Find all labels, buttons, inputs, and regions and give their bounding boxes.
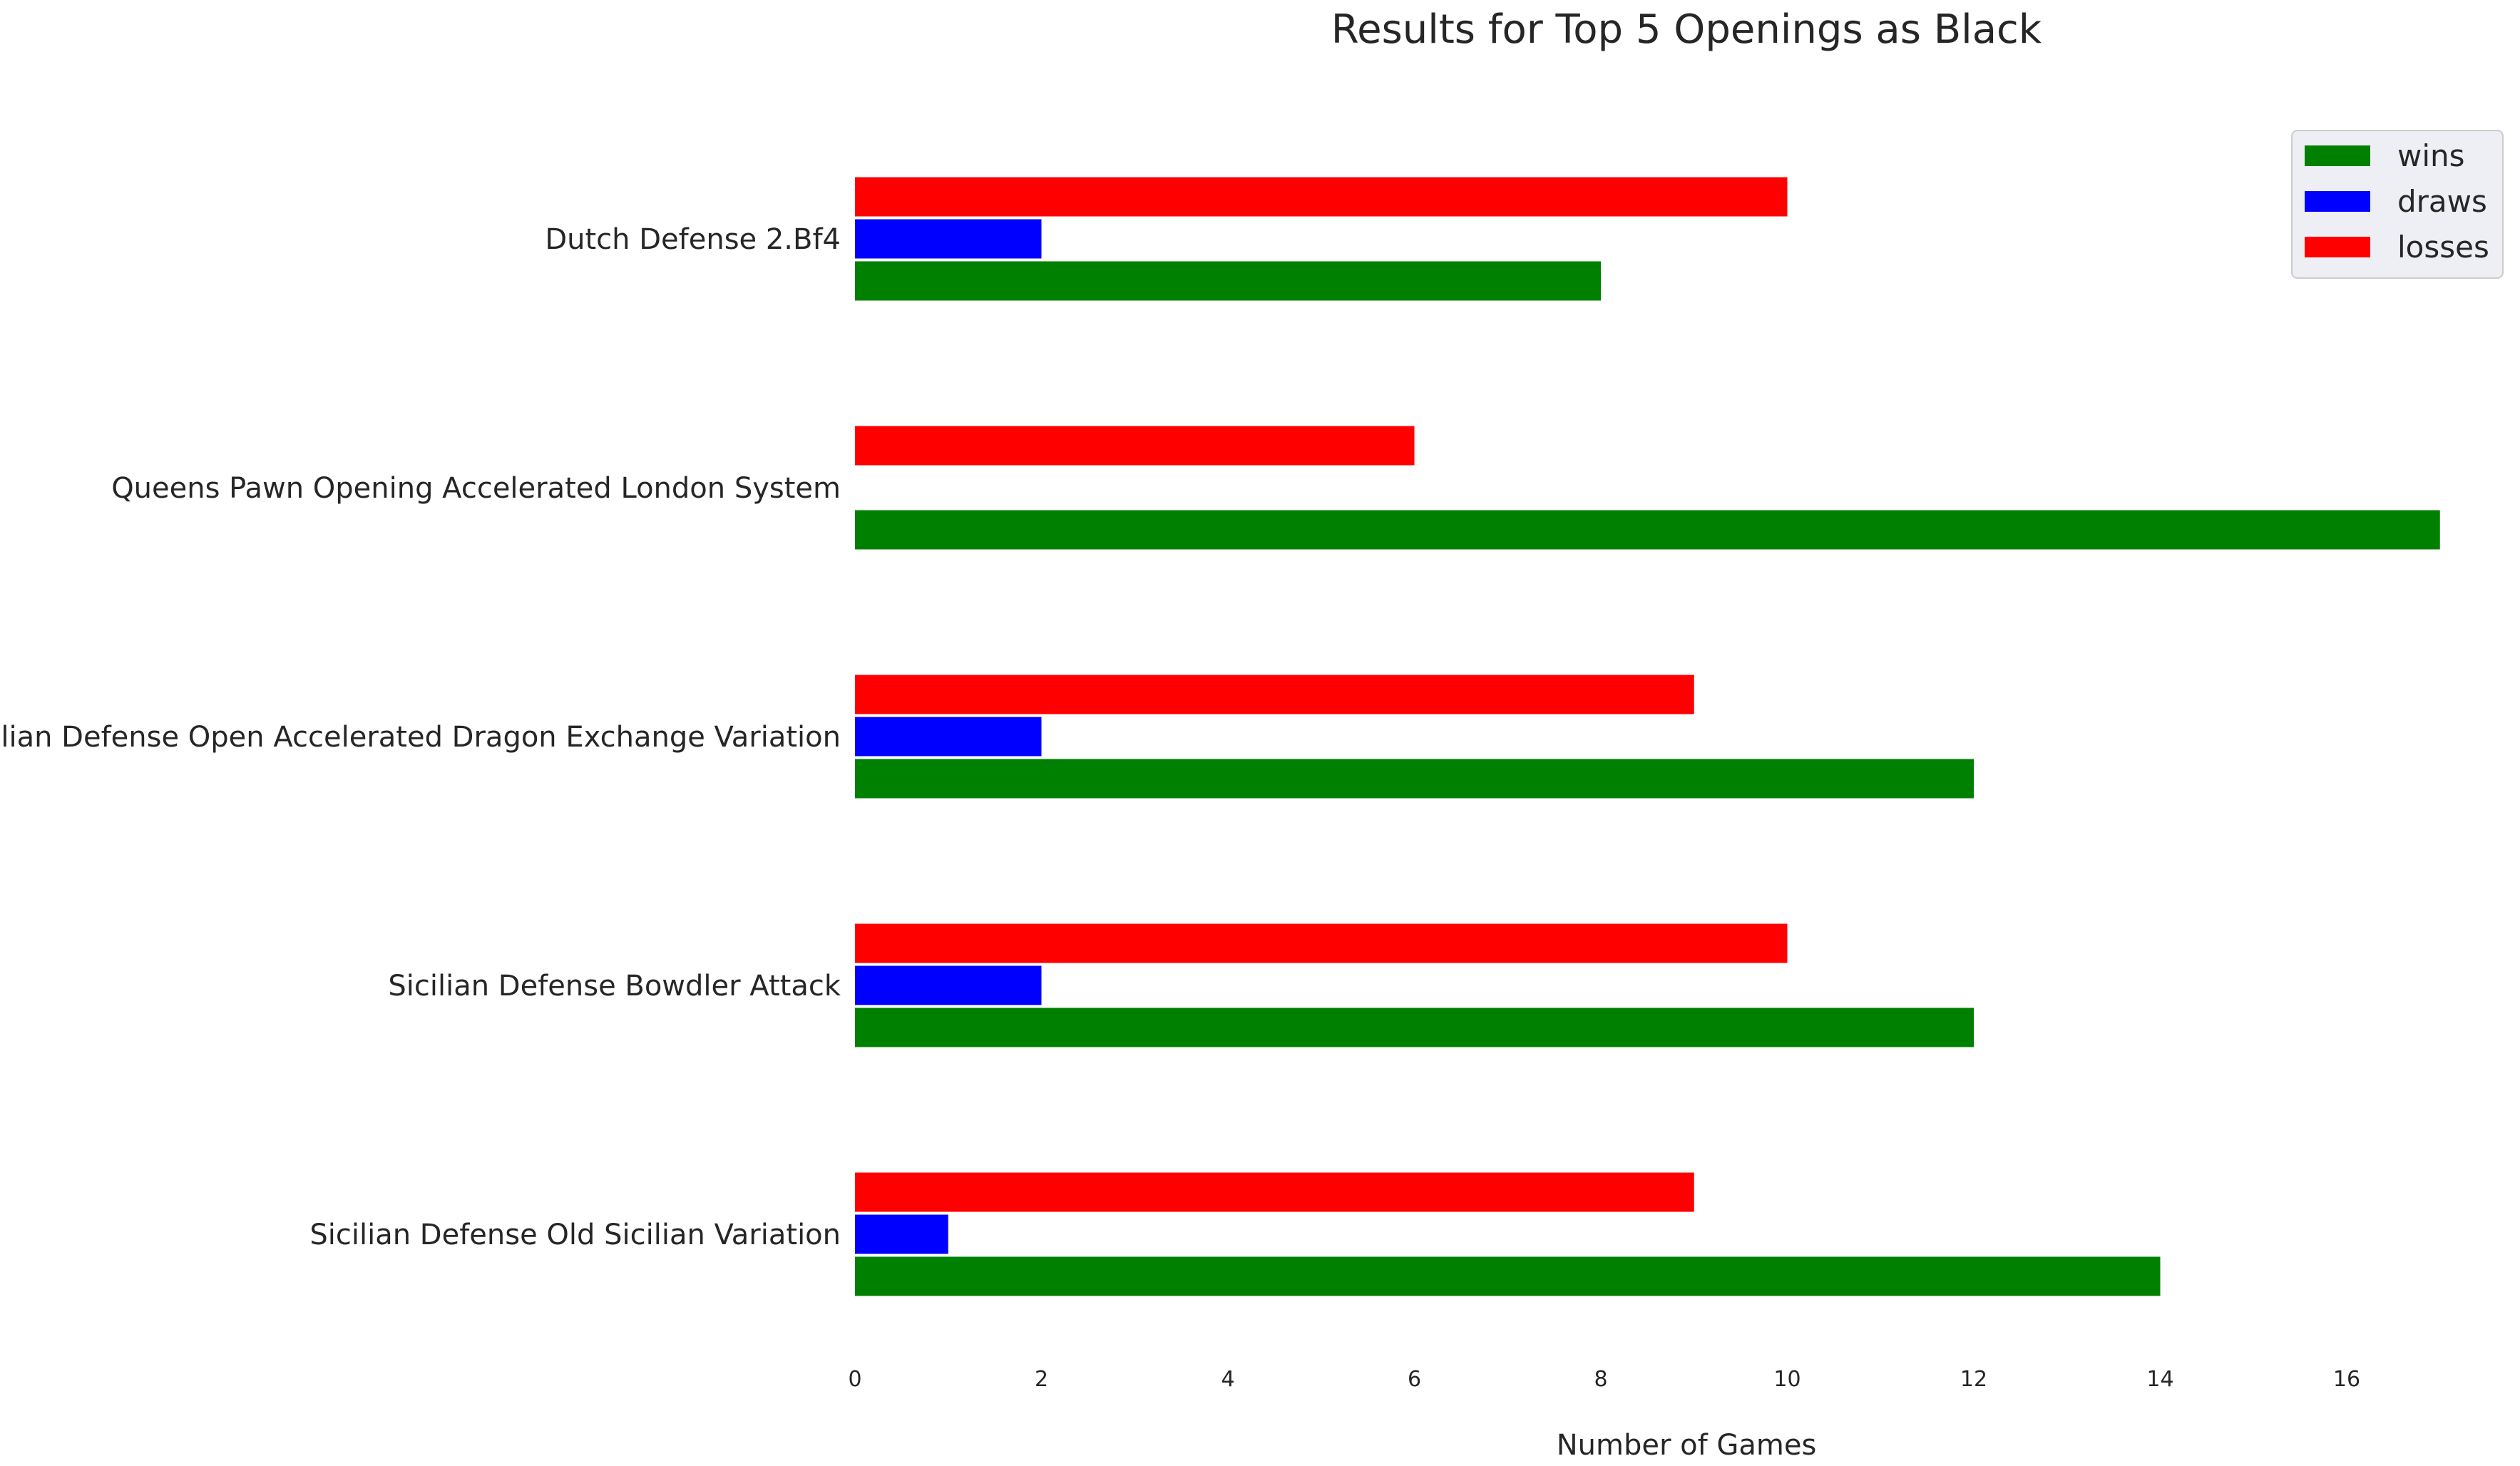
bar-losses <box>855 177 1788 217</box>
legend: wins draws losses <box>2291 130 2504 279</box>
bar-wins <box>855 759 1974 799</box>
x-tick-label: 2 <box>1035 1367 1048 1392</box>
x-tick-label: 0 <box>848 1367 861 1392</box>
bar-losses <box>855 675 1694 714</box>
x-tick-label: 4 <box>1221 1367 1234 1392</box>
category-labels: Dutch Defense 2.Bf4 Queens Pawn Opening A… <box>0 223 841 1251</box>
x-tick-label: 16 <box>2333 1367 2360 1392</box>
category-label: Sicilian Defense Open Accelerated Dragon… <box>0 721 841 754</box>
chart-title: Results for Top 5 Openings as Black <box>1331 6 2042 53</box>
bar-losses <box>855 426 1415 466</box>
bar-wins <box>855 510 2440 550</box>
x-axis-label: Number of Games <box>1557 1429 1817 1462</box>
category-label: Sicilian Defense Old Sicilian Variation <box>309 1219 841 1251</box>
x-tick-label: 12 <box>1960 1367 1987 1392</box>
category-label: Sicilian Defense Bowdler Attack <box>388 970 841 1003</box>
legend-label-draws: draws <box>2397 184 2487 219</box>
legend-label-losses: losses <box>2397 230 2489 265</box>
bar-losses <box>855 923 1788 963</box>
bar-draws <box>855 219 1042 259</box>
bar-draws <box>855 965 1042 1005</box>
legend-swatch-draws <box>2305 191 2370 212</box>
x-tick-labels: 0 2 4 6 8 10 12 14 16 <box>848 1367 2360 1392</box>
bar-draws <box>855 1214 948 1254</box>
bar-wins <box>855 1256 2161 1296</box>
legend-label-wins: wins <box>2397 138 2465 173</box>
legend-swatch-losses <box>2305 237 2370 257</box>
x-tick-label: 8 <box>1594 1367 1607 1392</box>
bar-draws <box>855 717 1042 757</box>
bar-losses <box>855 1172 1694 1212</box>
bars <box>855 177 2440 1296</box>
x-tick-label: 14 <box>2146 1367 2173 1392</box>
legend-swatch-wins <box>2305 145 2370 166</box>
category-label: Dutch Defense 2.Bf4 <box>545 223 841 256</box>
bar-wins <box>855 261 1601 301</box>
x-tick-label: 10 <box>1773 1367 1801 1392</box>
x-tick-label: 6 <box>1408 1367 1421 1392</box>
bar-wins <box>855 1008 1974 1047</box>
category-label: Queens Pawn Opening Accelerated London S… <box>111 472 841 505</box>
